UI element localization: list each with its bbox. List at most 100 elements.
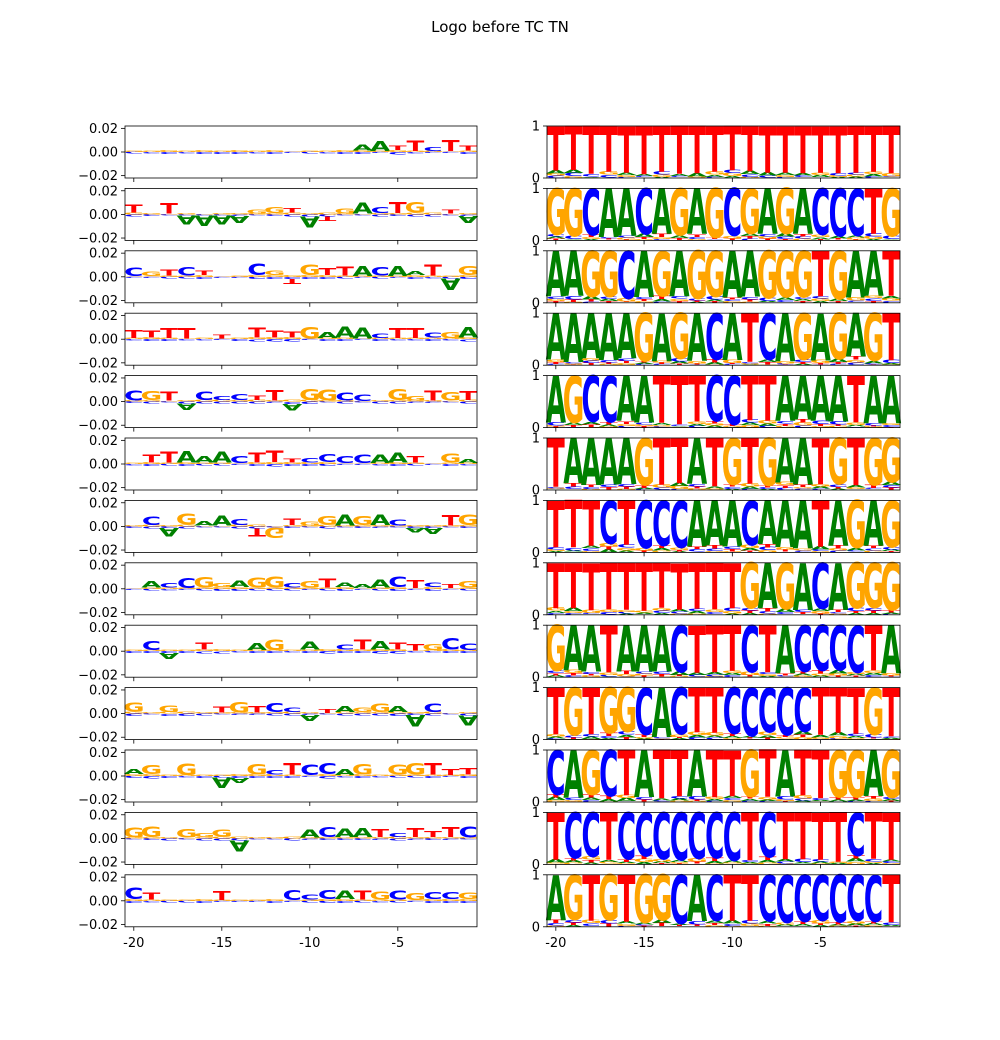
logo-letter: C bbox=[371, 526, 390, 528]
logo-letter: C bbox=[459, 214, 478, 216]
logo-letter: A bbox=[757, 799, 778, 801]
logo-letter: C bbox=[793, 359, 812, 363]
logo-axes-frame bbox=[546, 187, 901, 241]
logo-letter: C bbox=[177, 152, 196, 154]
logo-letter: T bbox=[459, 767, 478, 777]
logo-letter: C bbox=[882, 861, 901, 864]
logo-letter: T bbox=[882, 300, 900, 376]
logo-letter: C bbox=[300, 651, 319, 654]
logo-letter: A bbox=[775, 365, 795, 437]
logo-letter: G bbox=[457, 213, 478, 215]
logo-letter: T bbox=[600, 421, 618, 425]
logo-letter: T bbox=[794, 233, 812, 237]
logo-letter: A bbox=[846, 923, 867, 927]
logo-letter: C bbox=[388, 401, 407, 404]
logo-letter: G bbox=[193, 338, 214, 340]
logo-letter: G bbox=[141, 762, 162, 777]
logo-letter: A bbox=[740, 239, 761, 312]
logo-letter: A bbox=[793, 487, 813, 565]
logo-letter: T bbox=[829, 922, 847, 925]
logo-letter: G bbox=[158, 462, 179, 464]
logo-letter: A bbox=[705, 672, 726, 676]
logo-letter: G bbox=[211, 150, 232, 152]
logo-letter: T bbox=[794, 734, 812, 738]
logo-letter: G bbox=[704, 423, 726, 427]
logo-letter: G bbox=[299, 712, 320, 714]
logo-letter: C bbox=[353, 277, 372, 279]
logo-letter: G bbox=[123, 150, 144, 152]
logo-letter: C bbox=[247, 651, 266, 653]
logo-letter: T bbox=[759, 608, 777, 612]
logo-letter: G bbox=[440, 713, 461, 714]
logo-letter: C bbox=[177, 576, 196, 591]
logo-letter: G bbox=[317, 774, 338, 777]
logo-letter: T bbox=[706, 301, 724, 303]
logo-letter: G bbox=[580, 920, 601, 924]
logo-letter: G bbox=[141, 462, 162, 464]
logo-letter: T bbox=[706, 738, 724, 813]
logo-letter: A bbox=[229, 579, 249, 589]
logo-letter: A bbox=[810, 237, 831, 240]
logo-letter: C bbox=[388, 573, 407, 590]
logo-letter: G bbox=[775, 361, 797, 365]
logo-letter: G bbox=[405, 338, 426, 340]
logo-letter: C bbox=[793, 175, 812, 177]
logo-letter: C bbox=[195, 526, 214, 528]
logo-letter: G bbox=[792, 795, 813, 800]
logo-letter: G bbox=[264, 337, 285, 340]
logo-letter: C bbox=[670, 862, 689, 940]
logo-letter: A bbox=[194, 454, 215, 465]
logo-letter: C bbox=[423, 701, 442, 715]
logo-letter: G bbox=[317, 338, 338, 340]
logo-letter: T bbox=[688, 363, 706, 365]
logo-letter: C bbox=[423, 401, 442, 403]
logo-letter: T bbox=[794, 484, 812, 488]
logo-letter: A bbox=[775, 297, 796, 301]
logo-letter: G bbox=[686, 238, 707, 314]
logo-letter: G bbox=[686, 858, 708, 863]
logo-letter: G bbox=[246, 151, 267, 153]
logo-letter: T bbox=[706, 545, 724, 550]
logo-letter: C bbox=[459, 823, 478, 840]
y-tick-label: −0.02 bbox=[78, 793, 118, 808]
logo-letter: A bbox=[828, 364, 849, 437]
y-tick-label: 0.00 bbox=[89, 208, 118, 223]
logo-letter: A bbox=[581, 736, 602, 740]
logo-letter: C bbox=[617, 426, 636, 428]
logo-letter: C bbox=[195, 389, 214, 403]
logo-letter: G bbox=[405, 151, 426, 153]
logo-letter: C bbox=[212, 901, 231, 903]
logo-letter: C bbox=[283, 464, 302, 467]
logo-letter: T bbox=[617, 486, 635, 489]
logo-letter: A bbox=[828, 550, 848, 626]
logo-letter: T bbox=[829, 487, 847, 490]
logo-letter: G bbox=[211, 400, 232, 403]
logo-letter: G bbox=[739, 863, 760, 865]
logo-letter: G bbox=[669, 176, 690, 251]
logo-letter: G bbox=[211, 582, 232, 589]
logo-letter: C bbox=[283, 901, 302, 903]
y-tick-label: −0.02 bbox=[78, 606, 118, 621]
logo-letter: G bbox=[158, 213, 179, 214]
logo-letter: C bbox=[811, 177, 830, 250]
y-tick-label: 0.00 bbox=[89, 333, 118, 348]
logo-letter: C bbox=[159, 214, 178, 216]
logo-letter: G bbox=[775, 482, 796, 486]
logo-letter: G bbox=[457, 649, 478, 651]
logo-letter: C bbox=[300, 776, 319, 778]
logo-letter: G bbox=[633, 859, 655, 863]
logo-letter: T bbox=[319, 266, 337, 278]
logo-letter: C bbox=[406, 838, 425, 840]
logo-letter: C bbox=[335, 713, 354, 716]
logo-axes-frame bbox=[546, 375, 901, 429]
logo-letter: T bbox=[195, 640, 213, 652]
logo-letter: A bbox=[740, 486, 761, 490]
logo-letter: G bbox=[334, 649, 355, 651]
logo-letter: A bbox=[846, 484, 867, 488]
logo-letter: A bbox=[793, 178, 813, 250]
logo-letter: A bbox=[687, 426, 707, 499]
logo-letter: T bbox=[582, 234, 600, 238]
y-tick-label: 0 bbox=[532, 296, 540, 311]
